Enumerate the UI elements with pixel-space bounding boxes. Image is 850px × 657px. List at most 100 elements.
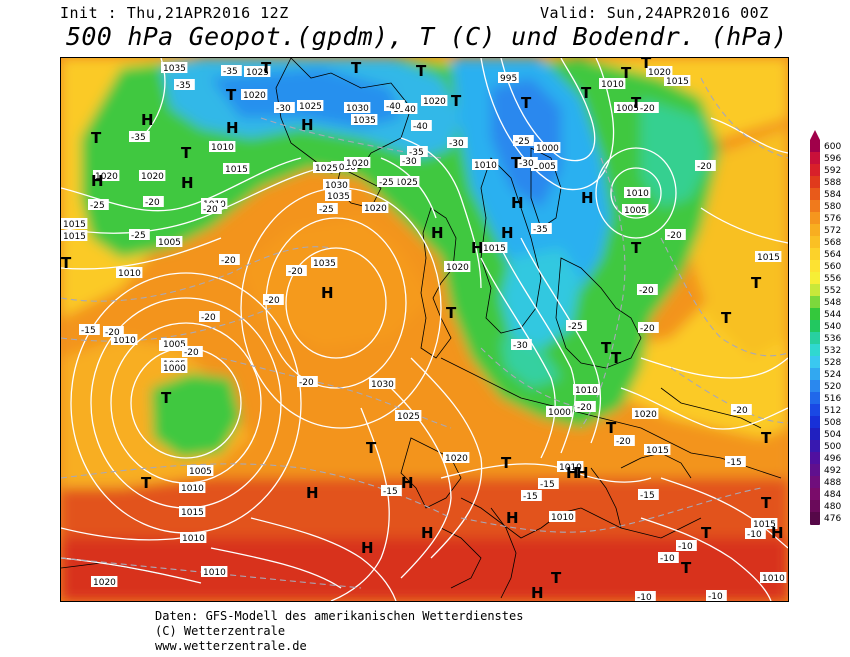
- svg-text:-25: -25: [131, 231, 146, 241]
- map-label: 1035: [311, 257, 338, 269]
- legend-label: 568: [824, 238, 841, 248]
- map-label: 1015: [61, 218, 88, 230]
- map-label: -15: [725, 456, 746, 468]
- low-pressure-center: T: [226, 86, 237, 104]
- chart-title: 500 hPa Geopot.(gpdm), T (C) und Bodendr…: [66, 22, 788, 51]
- svg-text:1015: 1015: [63, 232, 86, 242]
- map-label: -35: [221, 65, 242, 77]
- low-pressure-center: T: [261, 59, 272, 77]
- legend-label: 520: [824, 382, 841, 392]
- svg-text:1020: 1020: [423, 97, 446, 107]
- svg-text:1005: 1005: [158, 238, 181, 248]
- svg-text:1020: 1020: [95, 172, 118, 182]
- legend-label: 480: [824, 502, 841, 512]
- legend-swatch: [810, 344, 820, 356]
- svg-text:-35: -35: [409, 148, 424, 158]
- low-pressure-center: T: [511, 154, 522, 172]
- map-label: 1020: [646, 66, 673, 78]
- svg-text:-20: -20: [640, 104, 655, 114]
- high-pressure-center: H: [141, 111, 154, 129]
- svg-text:1015: 1015: [666, 77, 689, 87]
- legend-swatch: [810, 356, 820, 368]
- svg-text:-40: -40: [413, 122, 428, 132]
- svg-text:-10: -10: [660, 554, 675, 564]
- valid-time: Valid: Sun,24APR2016 00Z: [540, 4, 769, 22]
- map-label: 1020: [443, 452, 470, 464]
- map-label: -15: [79, 324, 100, 336]
- low-pressure-center: T: [621, 64, 632, 82]
- legend-swatch: [810, 176, 820, 188]
- svg-text:1010: 1010: [182, 534, 205, 544]
- legend-swatch: [810, 308, 820, 320]
- legend-swatch: [810, 224, 820, 236]
- coastlines: [61, 58, 782, 599]
- legend-swatch: [810, 260, 820, 272]
- low-pressure-center: T: [446, 304, 457, 322]
- svg-text:-20: -20: [640, 324, 655, 334]
- legend-label: 556: [824, 274, 841, 284]
- legend-label: 540: [824, 322, 841, 332]
- map-label: 1005: [161, 338, 188, 350]
- low-pressure-center: T: [91, 129, 102, 147]
- map-label: 1010: [573, 384, 600, 396]
- svg-text:-20: -20: [265, 296, 280, 306]
- map-label: 1030: [323, 179, 350, 191]
- legend-swatch: [810, 212, 820, 224]
- map-label: 1010: [179, 482, 206, 494]
- svg-text:1025: 1025: [315, 164, 338, 174]
- map-label: -25: [377, 176, 398, 188]
- map-label: -40: [384, 100, 405, 112]
- map-label: 995: [498, 72, 519, 84]
- legend-swatch: [810, 272, 820, 284]
- map-label: -15: [381, 485, 402, 497]
- map-label: -35: [531, 223, 552, 235]
- map-label: 1015: [644, 444, 671, 456]
- svg-text:1020: 1020: [141, 172, 164, 182]
- map-label: 1015: [179, 506, 206, 518]
- low-pressure-center: T: [416, 62, 427, 80]
- svg-text:1000: 1000: [548, 408, 571, 418]
- map-label: 1015: [61, 230, 88, 242]
- map-label: 1005: [622, 204, 649, 216]
- svg-text:-20: -20: [201, 313, 216, 323]
- legend-label: 508: [824, 418, 841, 428]
- svg-text:995: 995: [500, 74, 517, 84]
- map-label: 1010: [557, 461, 584, 473]
- map-label: 1010: [472, 159, 499, 171]
- map-label: 1020: [139, 170, 166, 182]
- map-label: -10: [706, 590, 727, 601]
- map-label: 1025: [313, 162, 340, 174]
- legend-swatch: [810, 320, 820, 332]
- map-canvas: 1035102510201025103010351020104010301025…: [61, 58, 788, 601]
- map-label: 1020: [444, 261, 471, 273]
- map-label: -30: [274, 102, 295, 114]
- map-label: 1005: [156, 236, 183, 248]
- legend-label: 588: [824, 178, 841, 188]
- legend-swatch: [810, 188, 820, 200]
- legend-arrow-bottom: [810, 524, 820, 534]
- map-label: -10: [658, 552, 679, 564]
- svg-text:1005: 1005: [624, 206, 647, 216]
- svg-text:-30: -30: [519, 159, 534, 169]
- high-pressure-center: H: [321, 284, 334, 302]
- legend-label: 528: [824, 358, 841, 368]
- legend-swatch: [810, 464, 820, 476]
- legend-swatch: [810, 452, 820, 464]
- svg-text:-35: -35: [533, 225, 548, 235]
- low-pressure-center: T: [641, 58, 652, 72]
- svg-text:-15: -15: [540, 480, 555, 490]
- map-label: -30: [400, 155, 421, 167]
- svg-text:1010: 1010: [118, 269, 141, 279]
- map-label: 1000: [161, 362, 188, 374]
- svg-text:-15: -15: [640, 491, 655, 501]
- high-pressure-center: H: [566, 464, 579, 482]
- low-pressure-center: T: [351, 59, 362, 77]
- legend-label: 492: [824, 466, 841, 476]
- map-label: -20: [182, 346, 203, 358]
- svg-text:1005: 1005: [163, 340, 186, 350]
- map-label: -20: [286, 265, 307, 277]
- high-pressure-center: H: [181, 174, 194, 192]
- map-label: 1020: [632, 408, 659, 420]
- low-pressure-center: T: [606, 419, 617, 437]
- legend-swatch: [810, 296, 820, 308]
